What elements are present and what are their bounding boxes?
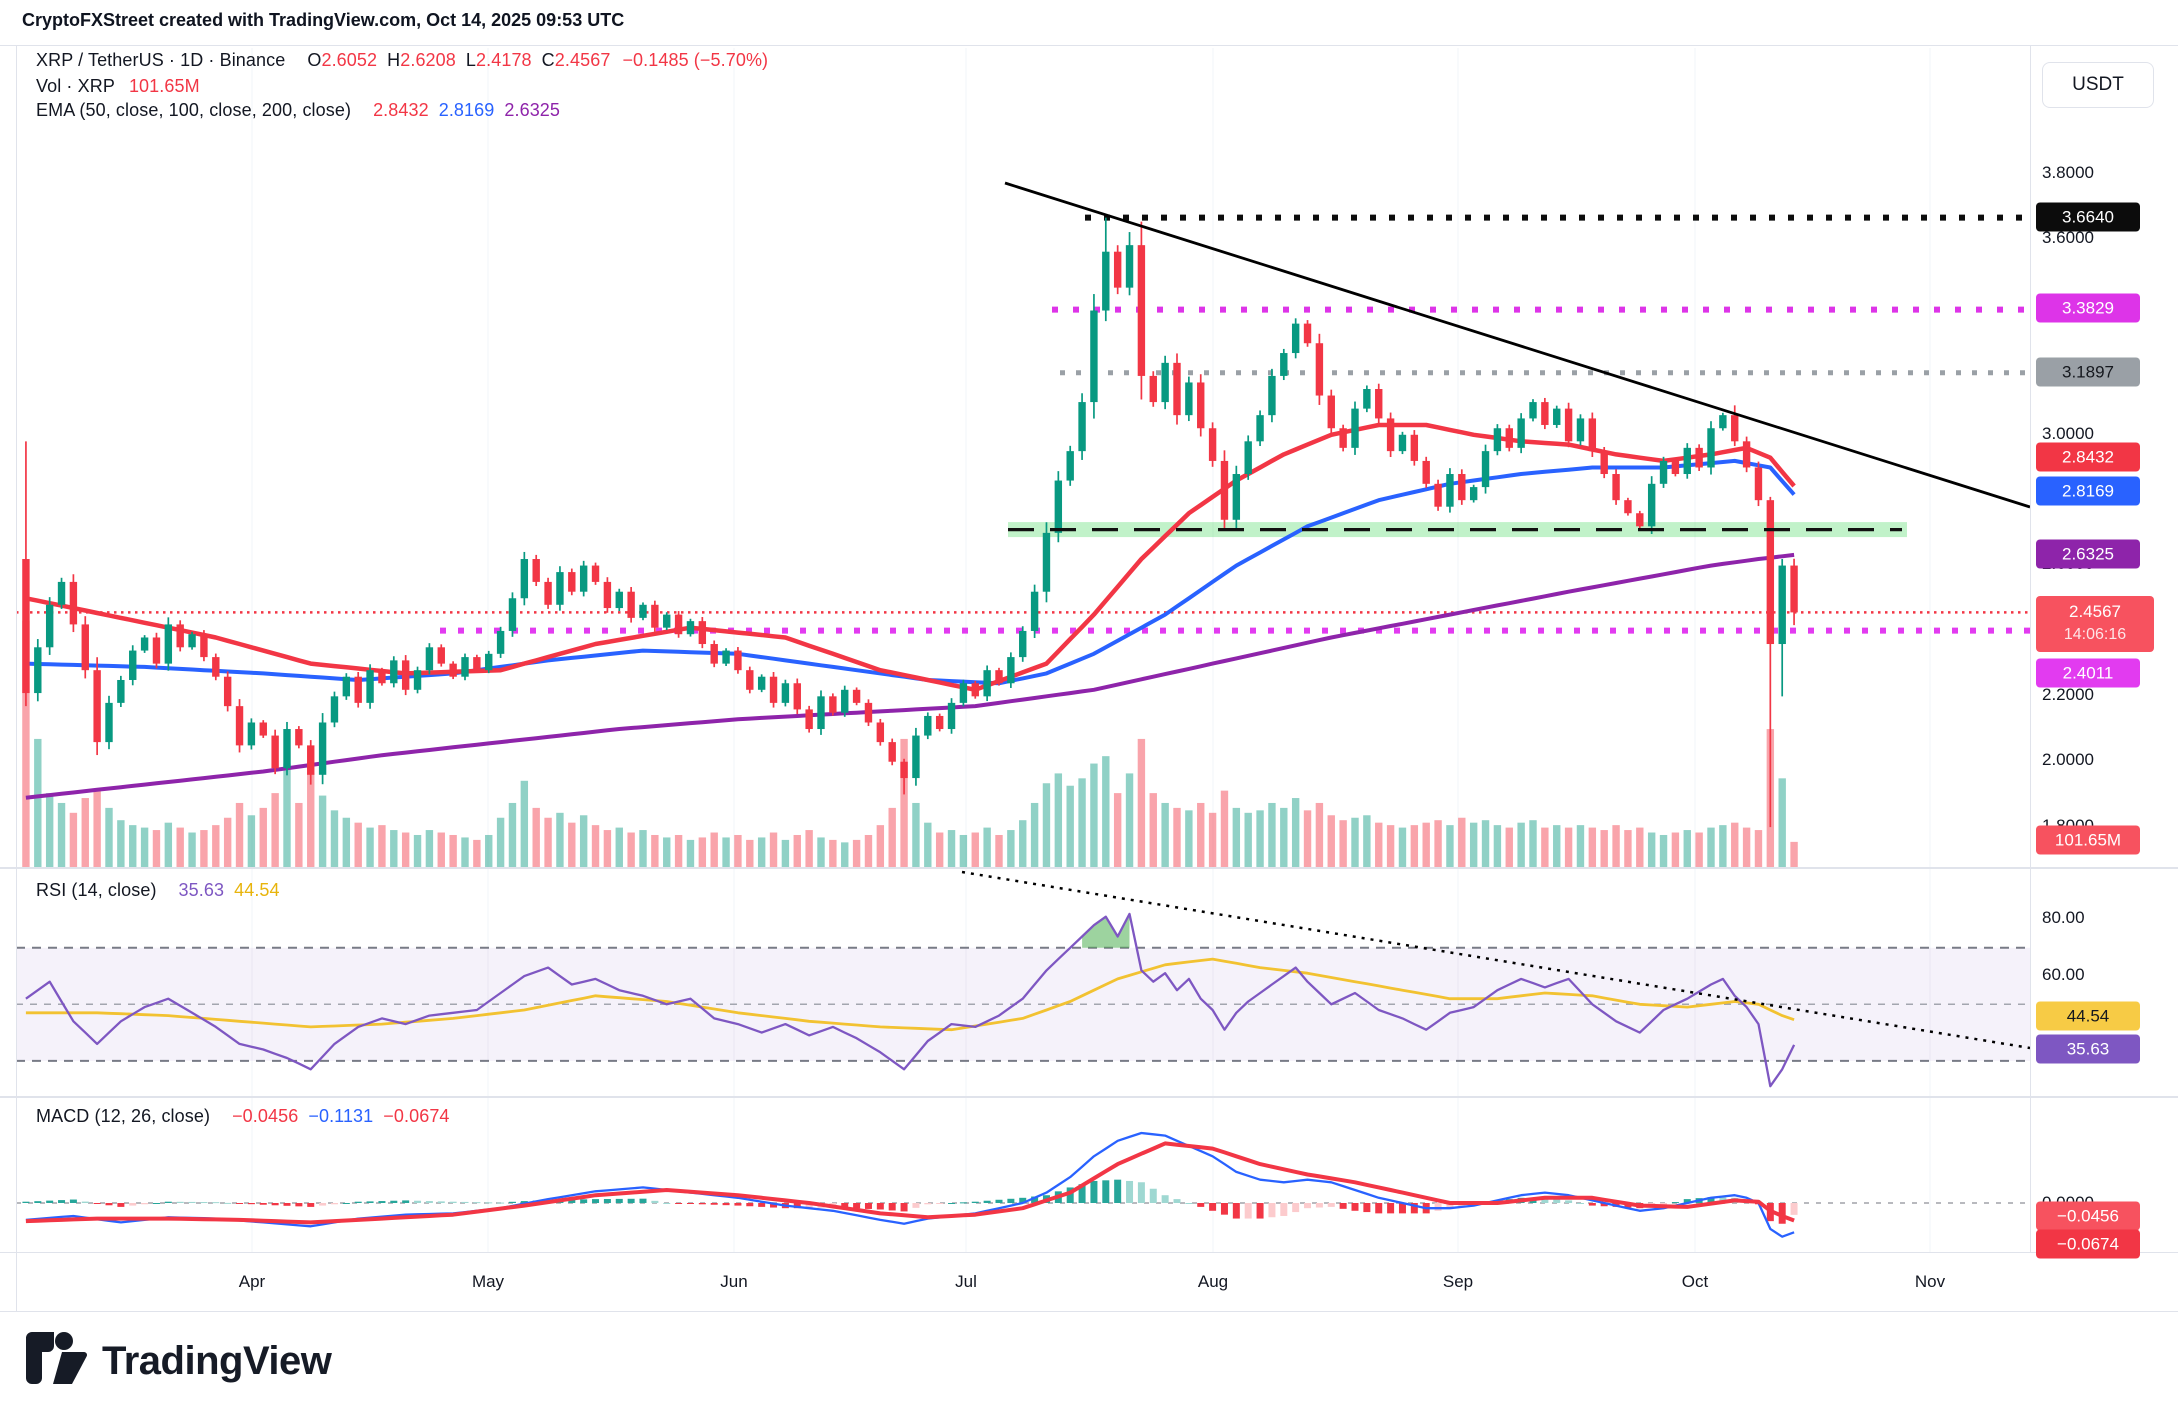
rsi-overbought-fill — [1082, 913, 1130, 948]
widget-top-border — [0, 45, 2178, 46]
time-axis-bottom-border — [0, 1311, 2178, 1312]
month-label: Jun — [720, 1272, 748, 1291]
month-label: Oct — [1681, 1272, 1709, 1291]
axis-label: 2.2000 — [2042, 685, 2094, 704]
candles-layer — [22, 217, 1798, 828]
ema-value: 2.8432 — [373, 100, 429, 120]
axis-label: 80.00 — [2042, 908, 2085, 927]
rsi-pane-layer — [16, 870, 2031, 1088]
ohlc-value: 2.6208 — [400, 50, 456, 70]
month-label: Aug — [1197, 1272, 1229, 1291]
macd-value: −0.1131 — [308, 1106, 374, 1126]
macd-legend: MACD (12, 26, close) −0.0456 −0.1131 −0.067… — [36, 1106, 450, 1127]
macd-pane-layer — [16, 1131, 2030, 1238]
tradingview-logo-text: TradingView — [102, 1338, 332, 1383]
symbol-title: XRP / TetherUS · 1D · Binance — [36, 50, 286, 70]
month-label: May — [471, 1272, 505, 1291]
axis-badge: −0.0674 — [2036, 1229, 2140, 1259]
axis-badge: 2.8432 — [2036, 442, 2140, 472]
rsi-ma-line — [25, 957, 1795, 1032]
axis-badge: 101.65M — [2036, 825, 2140, 855]
rsi-line — [25, 912, 1796, 1088]
ohlc-value: 2.6052 — [321, 50, 378, 70]
axis-label: 60.00 — [2042, 965, 2085, 984]
axis-label: 3.8000 — [2042, 163, 2094, 182]
currency-toggle-button[interactable]: USDT — [2042, 62, 2154, 108]
ema-legend: EMA (50, close, 100, close, 200, close) 2… — [36, 100, 560, 121]
symbol-legend: XRP / TetherUS · 1D · Binance O2.6052 H2.6… — [36, 50, 768, 71]
month-label: Jul — [955, 1272, 977, 1291]
widget-left-border — [16, 45, 17, 1312]
axis-badge: 44.54 — [2036, 1001, 2140, 1031]
volume-bars — [22, 620, 1798, 867]
ema50-line — [25, 422, 1796, 693]
macd-line — [25, 1131, 1795, 1238]
ohlc-value: 2.4567 — [554, 50, 611, 70]
axis-label: 3.6000 — [2042, 228, 2094, 247]
axis-badge: 2.6325 — [2036, 539, 2140, 569]
axis-badge: 2.8169 — [2036, 476, 2140, 506]
support-zone-band — [1008, 522, 1907, 538]
axis-badge: 3.1897 — [2036, 357, 2140, 387]
change-value: −0.1485 (−5.70%) — [622, 50, 769, 70]
volume-legend: Vol · XRP 101.65M — [36, 76, 200, 97]
ohlc-value: 2.4178 — [476, 50, 532, 70]
axis-badge: 35.63 — [2036, 1034, 2140, 1064]
ema100-line — [25, 458, 1796, 686]
volume-value: 101.65M — [128, 76, 200, 96]
macd-signal-line — [25, 1141, 1795, 1225]
month-label: Nov — [1914, 1272, 1946, 1291]
ohlc-key: H — [387, 50, 401, 70]
axis-label: 3.0000 — [2042, 424, 2094, 443]
rsi-value: 35.63 — [178, 880, 225, 900]
ohlc-key: C — [541, 50, 555, 70]
ema-label: EMA (50, close, 100, close, 200, close) — [36, 100, 352, 120]
axis-badge: −0.0456 — [2036, 1201, 2140, 1231]
axis-badge: 3.6640 — [2036, 202, 2140, 232]
rsi-value: 44.54 — [234, 880, 280, 900]
ohlc-key: L — [465, 50, 477, 70]
month-label: Sep — [1442, 1272, 1474, 1291]
axis-badge: 3.3829 — [2036, 293, 2140, 323]
rsi-band-fill — [16, 947, 2030, 1061]
attribution-text: CryptoFXStreet created with TradingView.… — [22, 10, 625, 30]
tradingview-logo[interactable]: TradingView — [24, 1332, 332, 1390]
rsi-legend: RSI (14, close) 35.63 44.54 — [36, 880, 280, 901]
price-scale-border[interactable] — [2030, 45, 2031, 1252]
rsi-trendline — [961, 870, 2031, 1050]
ema-value: 2.6325 — [504, 100, 561, 120]
tradingview-logo-icon — [26, 1332, 87, 1384]
macd-value: −0.0456 — [232, 1106, 299, 1126]
macd-value: −0.0674 — [383, 1106, 450, 1126]
macd-label: MACD (12, 26, close) — [36, 1106, 211, 1126]
descending-trendline — [1004, 181, 2031, 509]
rsi-label: RSI (14, close) — [36, 880, 157, 900]
ema-value: 2.8169 — [438, 100, 495, 120]
axis-badge: 2.4011 — [2036, 658, 2140, 688]
time-axis-top-border — [0, 1252, 2178, 1253]
ohlc-key: O — [307, 50, 322, 70]
price-pane-layer — [16, 181, 2031, 867]
volume-label: Vol · XRP — [36, 76, 115, 96]
pane-divider-macd[interactable] — [0, 1096, 2178, 1098]
axis-label: 2.0000 — [2042, 750, 2094, 769]
axis-badge: 2.4567 14:06:16 — [2036, 596, 2154, 652]
countdown-timer: 14:06:16 — [2063, 626, 2127, 643]
pane-divider-rsi[interactable] — [0, 867, 2178, 869]
month-label: Apr — [238, 1272, 266, 1291]
